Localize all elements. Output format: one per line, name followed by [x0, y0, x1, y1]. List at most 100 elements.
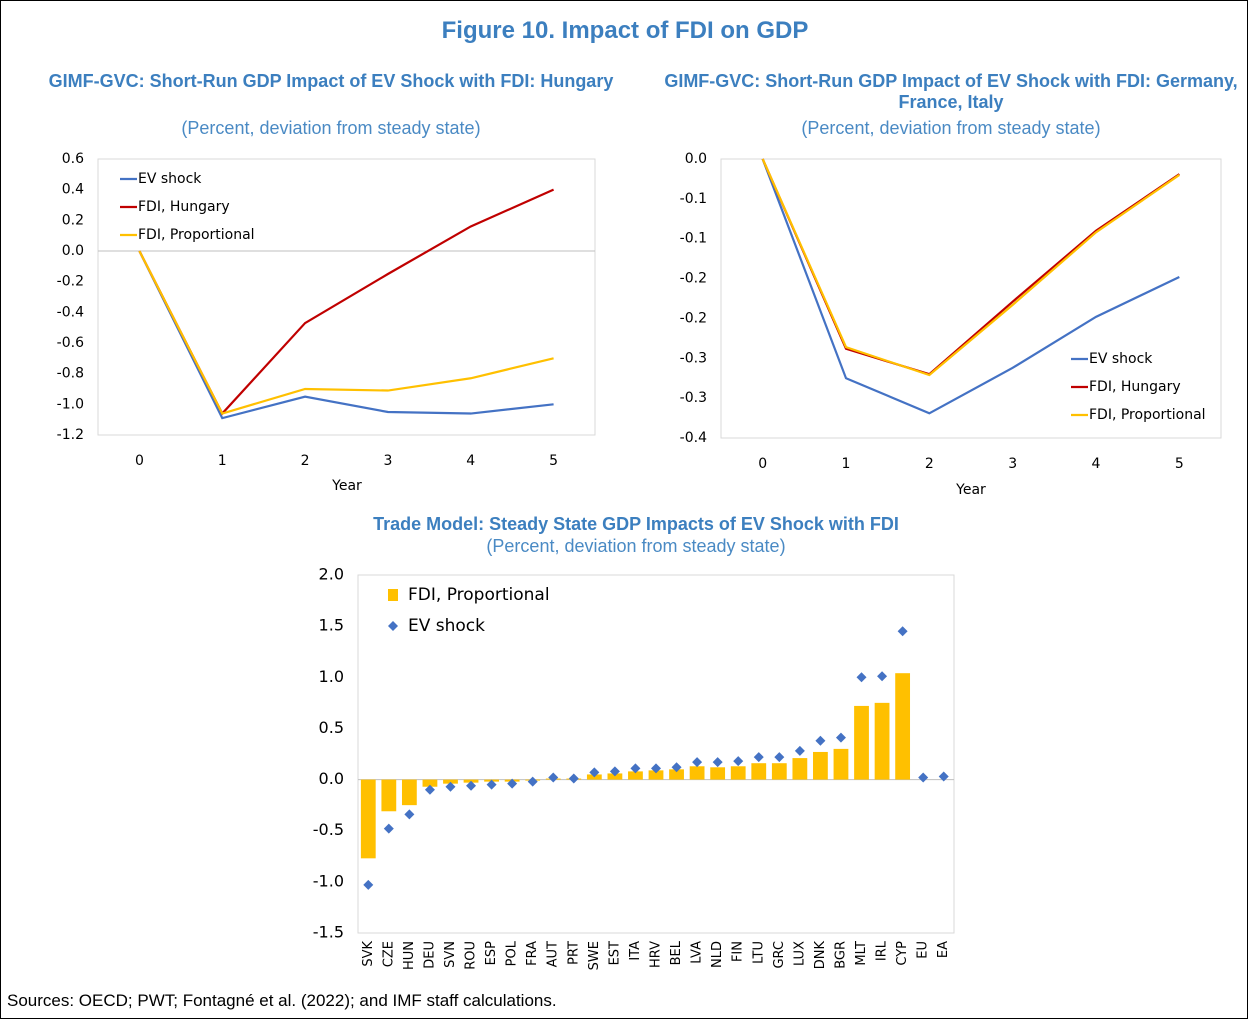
x-tick-label: 0	[758, 456, 767, 472]
bar	[710, 767, 726, 780]
x-tick-label: FRA	[525, 941, 540, 966]
x-tick-label: BGR	[833, 941, 848, 969]
y-tick-label: 0.5	[319, 718, 344, 737]
legend-label: FDI, Hungary	[1089, 379, 1181, 395]
bar	[669, 769, 684, 780]
diamond-marker	[794, 745, 805, 756]
figure-title: Figure 10. Impact of FDI on GDP	[441, 17, 809, 44]
x-tick-label: POL	[505, 940, 520, 966]
diamond-marker	[733, 756, 744, 767]
x-tick-label: CYP	[895, 941, 910, 966]
y-tick-label: -0.4	[680, 430, 707, 446]
x-tick-label: NLD	[710, 941, 725, 968]
y-tick-label: -1.0	[57, 396, 84, 412]
x-tick-label: LTU	[751, 941, 766, 964]
diamond-marker	[424, 784, 435, 795]
x-tick-label: ESP	[484, 941, 499, 965]
legend-label: EV shock	[1089, 351, 1153, 367]
x-tick-label: 5	[1175, 456, 1184, 472]
x-tick-label: 2	[925, 456, 934, 472]
x-tick-label: 5	[549, 453, 558, 469]
y-tick-label: 2.0	[319, 565, 344, 584]
diamond-marker	[445, 781, 456, 792]
line-series	[138, 250, 554, 415]
x-tick-label: 2	[301, 453, 310, 469]
diamond-marker	[548, 772, 559, 783]
diamond-marker	[856, 672, 867, 683]
x-tick-label: ROU	[464, 941, 479, 970]
diamond-marker	[815, 735, 826, 746]
diamond-marker	[568, 773, 579, 784]
x-tick-label: 4	[1092, 456, 1101, 472]
diamond-marker	[609, 766, 620, 777]
diamond-marker	[651, 763, 661, 774]
y-tick-label: -0.2	[57, 274, 84, 290]
x-tick-label: HRV	[649, 941, 664, 968]
bar	[895, 673, 911, 780]
x-tick-label: 0	[135, 453, 144, 469]
bar	[874, 702, 890, 780]
y-tick-label: -1.2	[57, 427, 84, 443]
x-tick-label: EA	[936, 941, 951, 958]
legend-label: FDI, Proportional	[1089, 407, 1206, 423]
legend-label: FDI, Hungary	[138, 199, 230, 215]
x-tick-label: SVK	[361, 941, 376, 967]
y-tick-label: -0.2	[680, 271, 707, 287]
x-tick-label: SWE	[587, 941, 602, 970]
x-tick-label: MLT	[854, 941, 869, 966]
x-tick-label: DEU	[422, 941, 437, 969]
bar	[360, 779, 376, 859]
x-axis-label: Year	[955, 482, 986, 498]
y-tick-label: 0.0	[319, 769, 344, 788]
diamond-marker	[404, 809, 415, 820]
x-tick-label: GRC	[772, 941, 787, 969]
diamond-marker	[507, 778, 518, 789]
chart-subtitle: (Percent, deviation from steady state)	[486, 536, 786, 556]
source-note: Sources: OECD; PWT; Fontagné et al. (202…	[7, 991, 557, 1010]
y-tick-label: 1.0	[319, 667, 344, 686]
y-tick-label: -0.2	[680, 310, 707, 326]
diamond-marker	[466, 780, 477, 791]
x-tick-label: PRT	[566, 941, 581, 965]
y-tick-label: -0.1	[680, 191, 707, 207]
legend-swatch	[388, 621, 398, 631]
x-tick-label: 3	[1008, 456, 1017, 472]
diamond-marker	[589, 767, 600, 778]
diamond-marker	[363, 879, 374, 890]
y-tick-label: 0.0	[62, 243, 84, 259]
y-tick-label: -0.6	[57, 335, 84, 351]
x-tick-label: HUN	[402, 941, 417, 970]
x-tick-label: EST	[607, 941, 622, 965]
bar	[381, 779, 397, 812]
x-tick-label: FIN	[731, 941, 746, 962]
diamond-marker	[527, 776, 538, 787]
chart-title: Trade Model: Steady State GDP Impacts of…	[373, 514, 899, 534]
bar	[628, 771, 643, 780]
bar	[607, 773, 623, 780]
x-tick-label: ITA	[628, 941, 643, 961]
line-series	[761, 158, 1180, 377]
x-tick-label: EU	[916, 941, 931, 959]
y-tick-label: -0.8	[57, 366, 84, 382]
plot-frame	[97, 158, 596, 436]
x-tick-label: 3	[383, 453, 392, 469]
plot-frame	[720, 158, 1222, 439]
x-tick-label: AUT	[546, 941, 561, 967]
y-tick-label: -0.1	[680, 231, 707, 247]
y-tick-label: -0.3	[680, 350, 707, 366]
chart-subtitle: (Percent, deviation from steady state)	[801, 118, 1101, 138]
x-tick-label: 1	[218, 453, 227, 469]
bar	[854, 705, 869, 780]
bar	[443, 779, 458, 784]
bar	[689, 766, 705, 780]
x-tick-label: BEL	[669, 940, 684, 965]
bar	[422, 779, 438, 787]
diamond-marker	[630, 763, 641, 774]
line-series	[761, 158, 1180, 376]
chart-subtitle: (Percent, deviation from steady state)	[181, 118, 481, 138]
line-series	[761, 158, 1180, 415]
diamond-marker	[774, 752, 785, 763]
line-series	[138, 250, 554, 420]
diamond-marker	[486, 779, 497, 790]
bar	[401, 779, 417, 806]
